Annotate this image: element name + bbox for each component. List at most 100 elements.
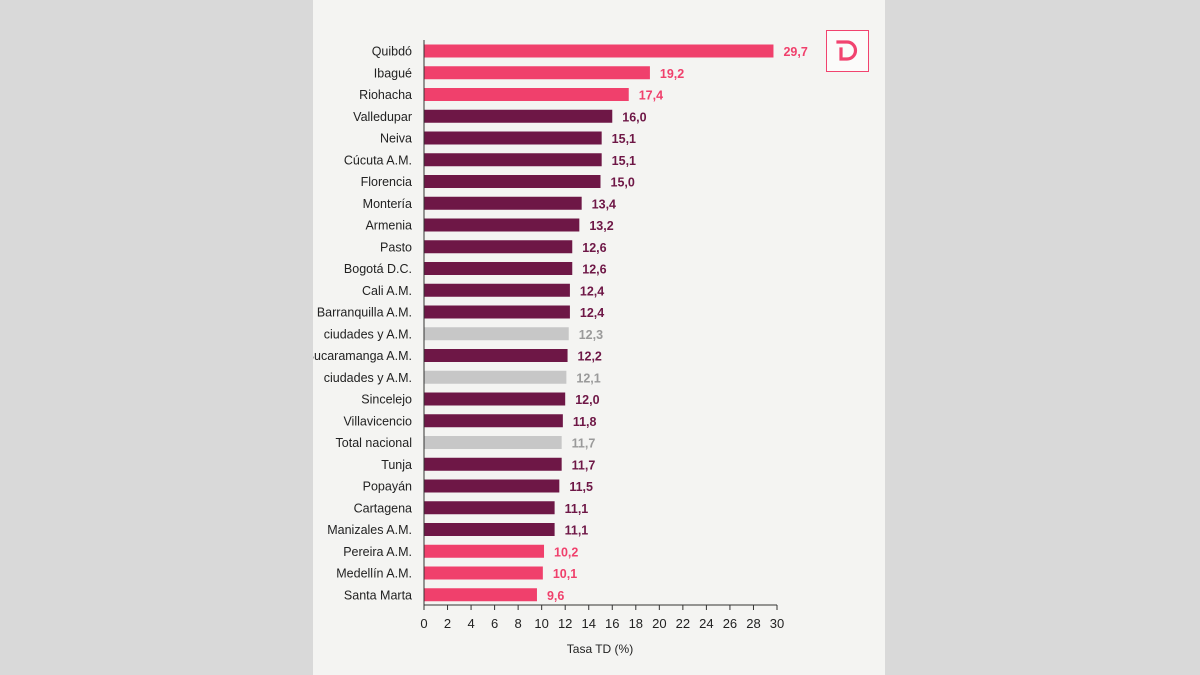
- category-label: Popayán: [363, 480, 412, 494]
- value-label: 11,7: [572, 458, 596, 472]
- category-label: Montería: [363, 197, 412, 211]
- x-axis-title: Tasa TD (%): [567, 642, 633, 656]
- category-label: Bogotá D.C.: [344, 262, 412, 276]
- bar: [424, 436, 562, 449]
- category-label: Villavicencio: [343, 414, 412, 428]
- value-label: 10,2: [554, 545, 578, 559]
- category-label: Medellín A.M.: [336, 567, 412, 581]
- value-label: 13,4: [592, 197, 616, 211]
- bar: [424, 175, 601, 188]
- x-axis: 0 2 4 6 8 10 12 14 16 18 20 22 24 26 28 30: [420, 40, 784, 631]
- bar: [424, 153, 602, 167]
- x-tick-label: 26: [723, 616, 737, 631]
- bar: [424, 349, 568, 362]
- value-label: 12,1: [576, 371, 600, 385]
- category-label: Valledupar: [353, 110, 412, 124]
- value-label: 12,6: [582, 241, 606, 255]
- x-tick-label: 28: [746, 616, 760, 631]
- value-label: 12,6: [582, 263, 606, 277]
- bar: [424, 414, 563, 428]
- category-labels: Quibdó Ibagué Riohacha Valledupar Neiva Cúcut…: [306, 45, 412, 603]
- x-tick-label: 6: [491, 616, 498, 631]
- value-label: 11,5: [569, 480, 593, 494]
- value-label: 12,3: [579, 328, 603, 342]
- bar: [424, 327, 569, 341]
- category-label: Manizales A.M.: [327, 523, 412, 537]
- bar: [424, 588, 537, 602]
- x-tick-label: 24: [699, 616, 713, 631]
- category-label: Cali A.M.: [362, 284, 412, 298]
- bar: [424, 109, 613, 123]
- category-label: Santa Marta: [344, 588, 412, 602]
- x-tick-label: 14: [581, 616, 595, 631]
- value-labels: 29,7 19,2 17,4 16,0 15,1 15,1 15,0 13,4 13,2 12,6…: [547, 45, 808, 603]
- bar: [424, 479, 560, 493]
- x-tick-label: 12: [558, 616, 572, 631]
- value-label: 12,0: [575, 393, 599, 407]
- category-label: Barranquilla A.M.: [317, 306, 412, 320]
- value-label: 17,4: [639, 89, 663, 103]
- category-label: Riohacha: [359, 88, 412, 102]
- value-label: 11,1: [565, 502, 589, 516]
- category-label: Sincelejo: [361, 393, 412, 407]
- x-tick-label: 2: [444, 616, 451, 631]
- category-label: ciudades y A.M.: [324, 327, 412, 341]
- category-label: Pasto: [380, 240, 412, 254]
- bar: [424, 370, 567, 384]
- x-tick-label: 22: [676, 616, 690, 631]
- bar: [424, 392, 566, 406]
- value-label: 12,4: [580, 284, 604, 298]
- category-label: Armenia: [365, 219, 412, 233]
- value-label: 11,1: [565, 524, 589, 538]
- bar: [424, 544, 545, 558]
- x-tick-label: 8: [515, 616, 522, 631]
- value-label: 10,1: [553, 567, 577, 581]
- category-label: Ibagué: [374, 66, 412, 80]
- value-label: 15,0: [611, 176, 635, 190]
- x-tick-label: 10: [534, 616, 548, 631]
- bar: [424, 88, 629, 101]
- category-label: Florencia: [361, 175, 412, 189]
- bar: [424, 305, 570, 319]
- x-tick-label: 4: [467, 616, 474, 631]
- bar: [424, 240, 573, 254]
- bars-group: [424, 44, 774, 602]
- value-label: 16,0: [622, 110, 646, 124]
- category-label: Cartagena: [354, 501, 412, 515]
- value-label: 11,8: [573, 415, 597, 429]
- bar: [424, 44, 774, 58]
- category-label: Quibdó: [372, 45, 412, 59]
- bar: [424, 262, 573, 275]
- value-label: 12,2: [578, 350, 602, 364]
- bar: [424, 66, 650, 80]
- x-tick-label: 30: [770, 616, 784, 631]
- bar: [424, 131, 602, 145]
- d-logo-icon[interactable]: [826, 30, 869, 72]
- category-label: Tunja: [381, 458, 412, 472]
- x-tick-label: 0: [420, 616, 427, 631]
- category-label: Cúcuta A.M.: [344, 153, 412, 167]
- value-label: 12,4: [580, 306, 604, 320]
- d-logo-glyph: [836, 40, 858, 61]
- bar: [424, 283, 570, 297]
- category-label: Bucaramanga A.M.: [306, 349, 412, 363]
- category-label: Total nacional: [336, 436, 412, 450]
- value-label: 15,1: [612, 132, 636, 146]
- bar: [424, 523, 555, 536]
- value-label: 13,2: [589, 219, 613, 233]
- bar: [424, 196, 582, 210]
- value-label: 11,7: [572, 437, 596, 451]
- x-tick-label: 20: [652, 616, 666, 631]
- bar: [424, 501, 555, 515]
- x-tick-label: 16: [605, 616, 619, 631]
- category-label: Pereira A.M.: [343, 545, 412, 559]
- bar: [424, 218, 580, 232]
- category-label: Neiva: [380, 132, 412, 146]
- bar: [424, 457, 562, 471]
- value-label: 9,6: [547, 589, 564, 603]
- value-label: 29,7: [783, 45, 807, 59]
- category-label: ciudades y A.M.: [324, 371, 412, 385]
- value-label: 15,1: [612, 154, 636, 168]
